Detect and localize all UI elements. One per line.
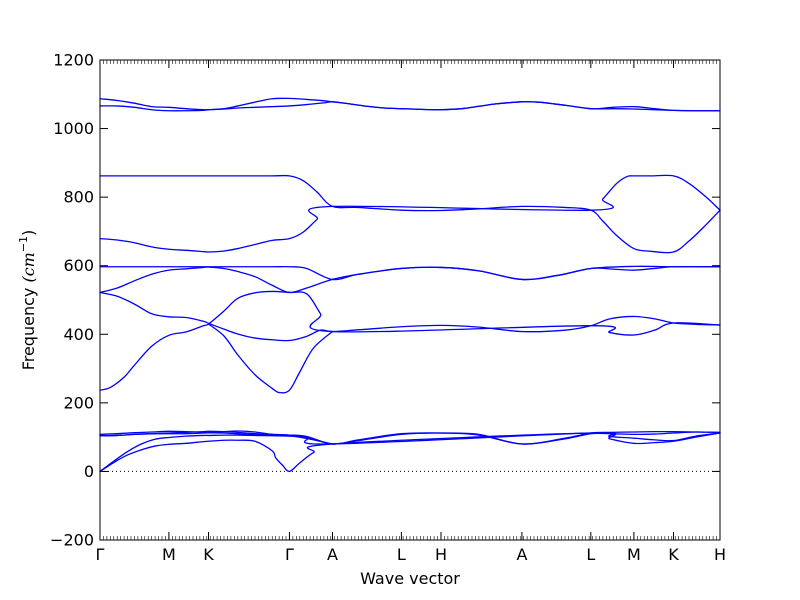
phonon-branch-line (99, 432, 721, 473)
y-tick-label: 400 (63, 325, 94, 344)
phonon-branch-line (99, 265, 721, 294)
x-tick-label: A (516, 545, 527, 564)
phonon-branch-line (99, 432, 721, 473)
phonon-branch-line (99, 174, 721, 253)
x-tick-label: Γ (285, 545, 294, 564)
y-tick-label: −200 (50, 531, 94, 550)
x-tick-label: H (714, 545, 726, 564)
x-tick-label: A (327, 545, 338, 564)
phonon-branch-line (99, 290, 721, 391)
y-axis-label: Frequency (cm−1) (17, 230, 38, 371)
plot-area (100, 60, 720, 540)
y-tick-label: 800 (63, 188, 94, 207)
y-axis-label-text: Frequency (19, 288, 38, 371)
x-minor-ticks (99, 60, 721, 540)
x-axis-label: Wave vector (360, 569, 460, 588)
x-tick-label: Γ (96, 545, 105, 564)
x-tick-label: K (668, 545, 679, 564)
x-tick-label: K (203, 545, 214, 564)
phonon-branch-line (99, 174, 721, 254)
y-tick-label: 600 (63, 256, 94, 275)
phonon-branch-line (99, 430, 334, 445)
x-tick-label: L (586, 545, 595, 564)
x-tick-label: M (162, 545, 176, 564)
x-tick-label: M (627, 545, 641, 564)
x-tick-label: H (435, 545, 447, 564)
y-tick-label: 0 (84, 462, 94, 481)
phonon-branch-line (207, 323, 334, 394)
phonon-branch-line (99, 101, 721, 112)
y-axis-unit: (cm (19, 252, 38, 282)
x-tick-label: L (397, 545, 406, 564)
y-tick-label: 1000 (53, 119, 94, 138)
y-axis-unit-close: ) (19, 230, 38, 236)
y-tick-label: 200 (63, 393, 94, 412)
y-tick-label: 1200 (53, 51, 94, 70)
y-axis-unit-superscript: −1 (17, 236, 30, 252)
